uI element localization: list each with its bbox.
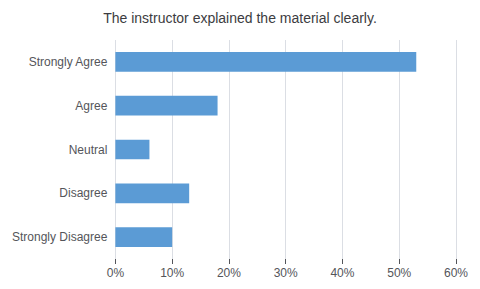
svg-text:0%: 0% (107, 266, 125, 280)
svg-text:Strongly Disagree: Strongly Disagree (12, 230, 108, 244)
svg-text:Disagree: Disagree (59, 186, 107, 200)
svg-text:20%: 20% (217, 266, 241, 280)
svg-text:Strongly Agree: Strongly Agree (29, 55, 108, 69)
svg-text:30%: 30% (274, 266, 298, 280)
svg-text:Neutral: Neutral (69, 143, 108, 157)
svg-text:50%: 50% (387, 266, 411, 280)
svg-text:60%: 60% (444, 266, 468, 280)
svg-text:10%: 10% (160, 266, 184, 280)
svg-text:40%: 40% (330, 266, 354, 280)
svg-text:Agree: Agree (75, 99, 107, 113)
svg-text:The instructor explained the m: The instructor explained the material cl… (103, 10, 377, 26)
